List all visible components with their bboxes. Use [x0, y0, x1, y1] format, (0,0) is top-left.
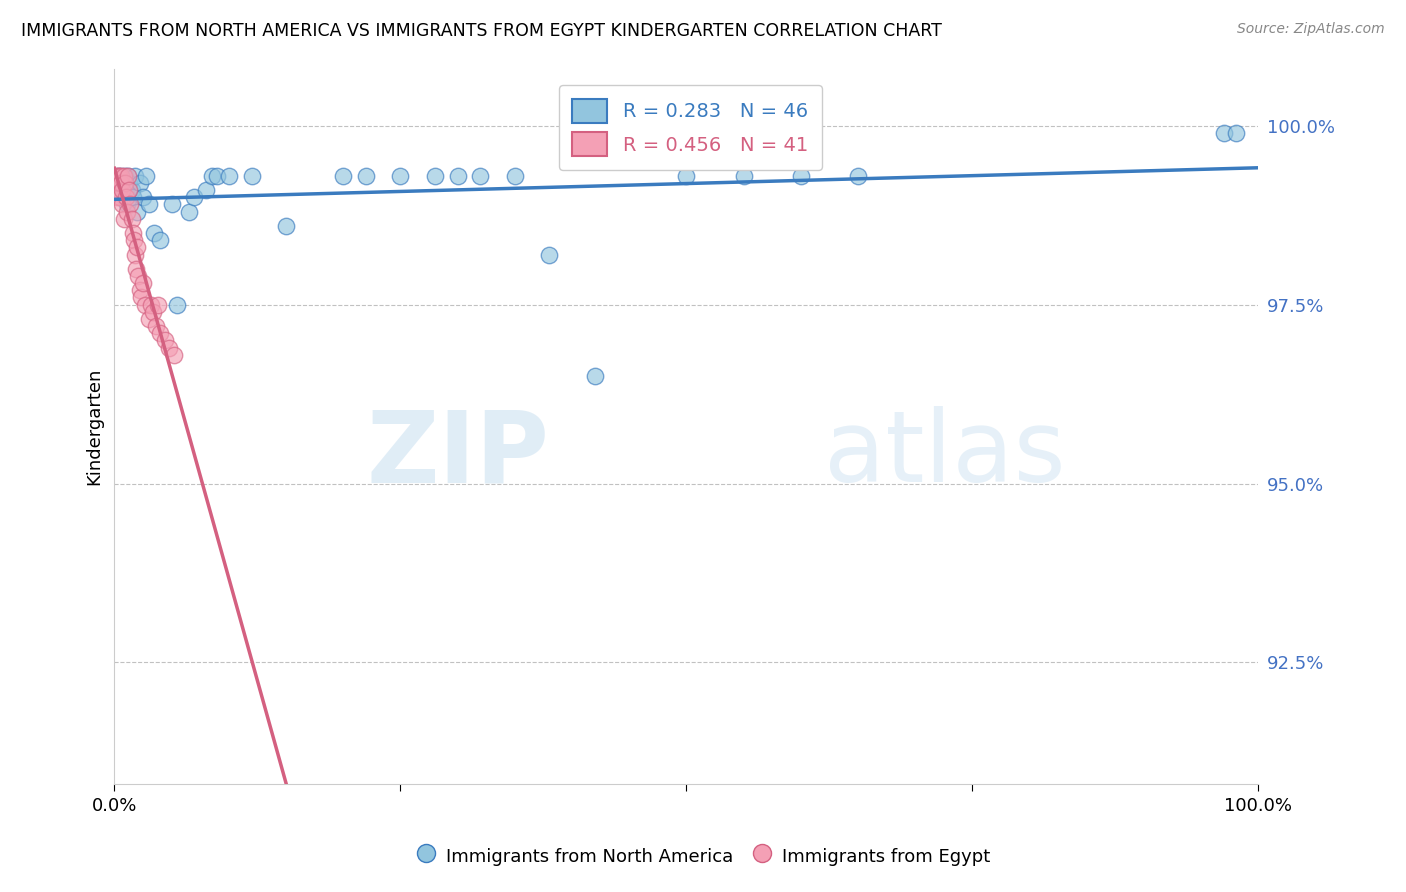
Point [201, 169, 224, 183]
Point [108, 183, 131, 197]
Point [112, 211, 135, 226]
Point [354, 169, 377, 183]
Point [138, 312, 160, 326]
Point [108, 183, 131, 197]
Point [127, 240, 149, 254]
Point [112, 169, 135, 183]
Point [115, 197, 138, 211]
Point [128, 283, 150, 297]
Point [145, 319, 167, 334]
Point [117, 169, 139, 183]
Point [157, 341, 180, 355]
Point [107, 176, 129, 190]
Point [149, 233, 172, 247]
Point [121, 226, 143, 240]
Point [470, 169, 492, 183]
Point [115, 183, 138, 197]
Point [124, 169, 146, 183]
Text: IMMIGRANTS FROM NORTH AMERICA VS IMMIGRANTS FROM EGYPT KINDERGARTEN CORRELATION : IMMIGRANTS FROM NORTH AMERICA VS IMMIGRA… [21, 22, 942, 40]
Point [114, 176, 136, 190]
Point [135, 169, 157, 183]
Point [675, 169, 697, 183]
Point [142, 305, 165, 319]
Point [538, 247, 561, 261]
Point [121, 190, 143, 204]
Point [120, 197, 142, 211]
Point [124, 247, 146, 261]
Point [177, 204, 200, 219]
Point [118, 176, 141, 190]
Point [122, 233, 145, 247]
Point [274, 219, 297, 233]
Point [143, 226, 166, 240]
Point [125, 261, 148, 276]
Point [107, 169, 129, 183]
Y-axis label: Kindergarten: Kindergarten [86, 368, 103, 485]
Point [115, 204, 138, 219]
Point [111, 197, 134, 211]
Point [111, 176, 134, 190]
Text: atlas: atlas [824, 407, 1066, 503]
Point [121, 211, 143, 226]
Legend: Immigrants from North America, Immigrants from Egypt: Immigrants from North America, Immigrant… [408, 838, 998, 874]
Point [160, 197, 183, 211]
Legend: R = 0.283   N = 46, R = 0.456   N = 41: R = 0.283 N = 46, R = 0.456 N = 41 [558, 86, 823, 169]
Point [121, 183, 143, 197]
Text: Source: ZipAtlas.com: Source: ZipAtlas.com [1237, 22, 1385, 37]
Point [1225, 126, 1247, 140]
Point [110, 176, 132, 190]
Point [194, 183, 217, 197]
Point [1213, 126, 1236, 140]
Point [110, 169, 132, 183]
Point [332, 169, 354, 183]
Point [790, 169, 813, 183]
Point [108, 176, 131, 190]
Point [733, 169, 755, 183]
Point [104, 169, 127, 183]
Point [127, 268, 149, 283]
Point [114, 169, 136, 183]
Point [110, 169, 132, 183]
Point [583, 369, 606, 384]
Point [166, 298, 188, 312]
Point [446, 169, 468, 183]
Point [132, 190, 155, 204]
Point [134, 298, 156, 312]
Point [107, 169, 129, 183]
Point [423, 169, 446, 183]
Point [108, 176, 131, 190]
Point [146, 298, 169, 312]
Text: ZIP: ZIP [366, 407, 550, 503]
Point [138, 197, 160, 211]
Point [111, 183, 134, 197]
Point [163, 348, 186, 362]
Point [108, 190, 131, 204]
Point [240, 169, 263, 183]
Point [112, 190, 135, 204]
Point [129, 291, 152, 305]
Point [139, 298, 162, 312]
Point [207, 169, 229, 183]
Point [118, 183, 141, 197]
Point [389, 169, 412, 183]
Point [127, 204, 149, 219]
Point [183, 190, 205, 204]
Point [503, 169, 526, 183]
Point [153, 334, 176, 348]
Point [105, 190, 128, 204]
Point [115, 190, 138, 204]
Point [108, 169, 131, 183]
Point [105, 183, 128, 197]
Point [132, 276, 155, 290]
Point [117, 169, 139, 183]
Point [149, 326, 172, 341]
Point [846, 169, 869, 183]
Point [218, 169, 240, 183]
Point [128, 176, 150, 190]
